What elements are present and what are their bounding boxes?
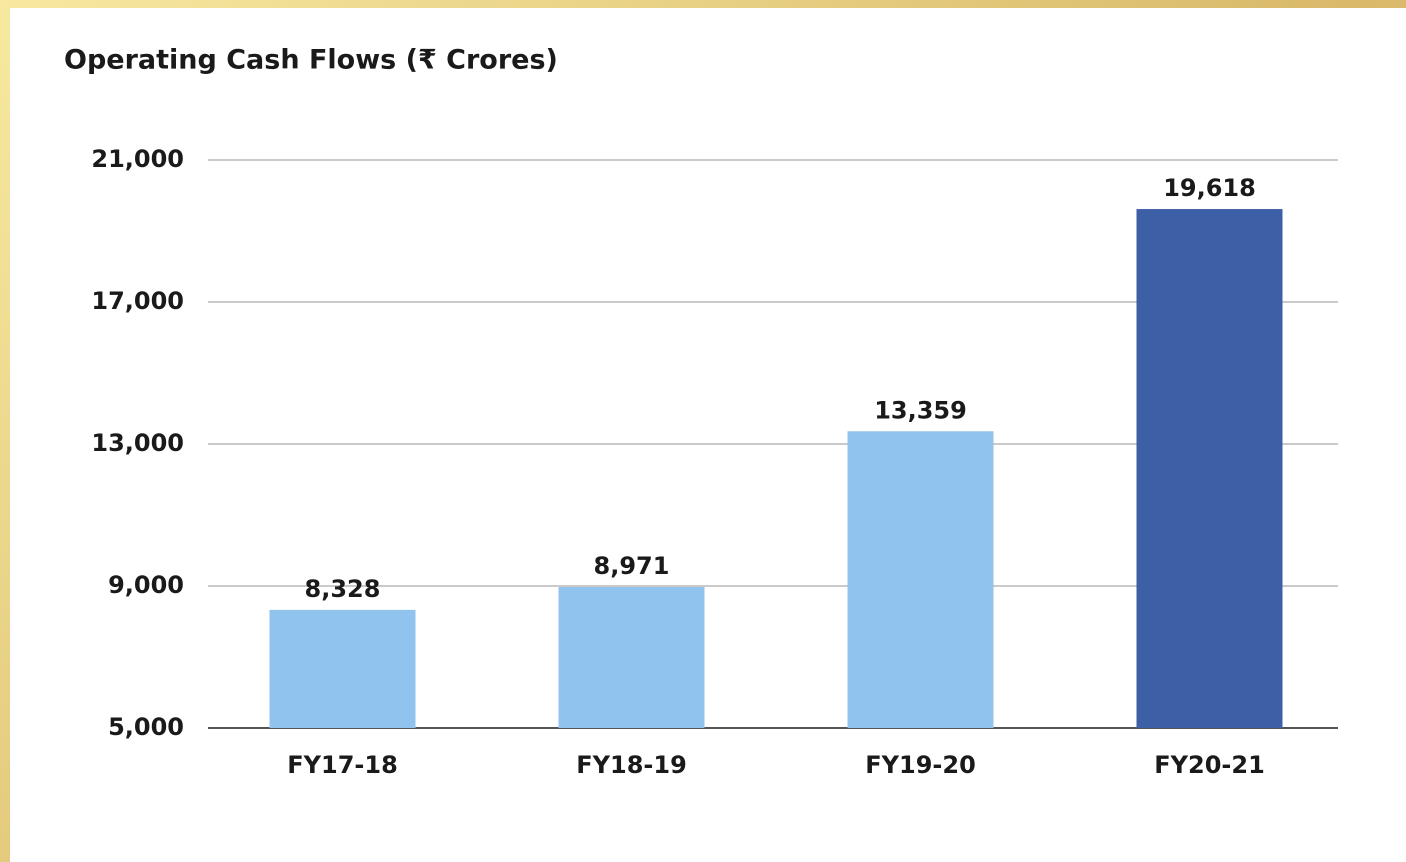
- value-label: 19,618: [1163, 174, 1256, 202]
- value-label: 8,328: [305, 575, 381, 603]
- y-tick-label: 9,000: [108, 571, 184, 599]
- bar: [1136, 209, 1283, 728]
- x-tick-label: FY18-19: [576, 751, 687, 779]
- y-tick-label: 21,000: [91, 145, 184, 173]
- y-tick-label: 13,000: [91, 429, 184, 457]
- x-tick-label: FY19-20: [865, 751, 976, 779]
- chart: Operating Cash Flows (₹ Crores) 5,000 9,0…: [10, 8, 1406, 862]
- x-tick-label: FY17-18: [287, 751, 398, 779]
- y-tick-label: 17,000: [91, 287, 184, 315]
- x-tick-label: FY20-21: [1154, 751, 1265, 779]
- value-label: 8,971: [594, 552, 670, 580]
- bar: [847, 431, 994, 728]
- chart-title: Operating Cash Flows (₹ Crores): [64, 45, 558, 76]
- bar: [558, 587, 705, 728]
- value-label: 13,359: [874, 396, 967, 424]
- y-tick-label: 5,000: [108, 713, 184, 741]
- bar: [269, 609, 416, 728]
